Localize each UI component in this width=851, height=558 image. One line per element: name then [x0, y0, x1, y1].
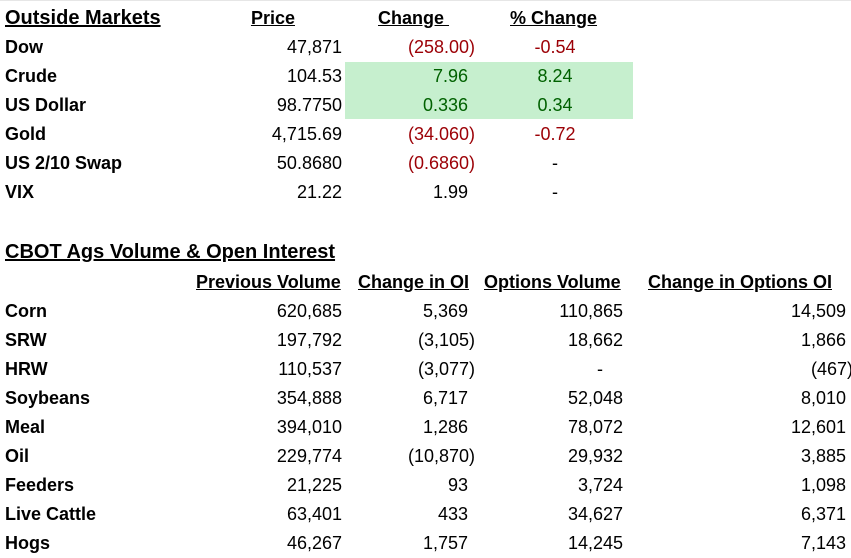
change-options-oi-cell: (467) — [810, 359, 851, 379]
options-volume-cell: 78,072 — [567, 417, 623, 437]
cbot-title: CBOT Ags Volume & Open Interest — [5, 241, 336, 263]
options-volume-cell: 18,662 — [567, 330, 623, 350]
commodity-name: Corn — [5, 301, 47, 321]
market-price: 47,871 — [286, 37, 342, 57]
prev-volume-header: Previous Volume — [196, 272, 341, 292]
options-volume-header: Options Volume — [484, 272, 621, 292]
change-oi-cell: 5,369 — [422, 301, 468, 321]
cbot-row-hogs: Hogs 46,267 1,757 14,245 7,143 — [0, 529, 851, 558]
market-name: US Dollar — [5, 95, 87, 115]
options-volume-cell: 110,865 — [559, 301, 623, 321]
cbot-row-soybeans: Soybeans 354,888 6,717 52,048 8,010 — [0, 384, 851, 413]
market-row-crude: Crude 104.53 7.96 8.24 — [0, 62, 851, 91]
commodity-name: Soybeans — [5, 388, 91, 408]
change-oi-cell: (10,870) — [407, 446, 475, 466]
prev-volume-cell: 229,774 — [276, 446, 342, 466]
prev-volume-cell: 46,267 — [286, 533, 342, 553]
change-options-oi-cell: 7,143 — [800, 533, 846, 553]
market-change: 7.96 — [432, 66, 468, 86]
cbot-row-hrw: HRW 110,537 (3,077) - (467) — [0, 355, 851, 384]
options-volume-cell: 29,932 — [567, 446, 623, 466]
commodity-name: SRW — [5, 330, 47, 350]
change-options-oi-cell: 8,010 — [800, 388, 846, 408]
commodity-name: Oil — [5, 446, 30, 466]
prev-volume-cell: 63,401 — [286, 504, 342, 524]
prev-volume-cell: 620,685 — [276, 301, 342, 321]
change-oi-cell: 1,757 — [422, 533, 468, 553]
prev-volume-cell: 21,225 — [286, 475, 342, 495]
market-price: 50.8680 — [276, 153, 342, 173]
change-oi-cell: 433 — [437, 504, 468, 524]
market-price: 21.22 — [296, 182, 342, 202]
change-oi-header: Change in OI — [358, 272, 470, 292]
outside-markets-header-row: Outside Markets Price Change % Change — [0, 4, 851, 33]
commodity-name: Meal — [5, 417, 46, 437]
change-options-oi-header: Change in Options OI — [648, 272, 832, 292]
grid-line — [0, 0, 851, 1]
options-volume-cell: 3,724 — [577, 475, 623, 495]
market-change: 0.336 — [422, 95, 468, 115]
options-volume-cell: 34,627 — [567, 504, 623, 524]
market-pct: 8.24 — [537, 66, 573, 86]
options-volume-cell: - — [597, 359, 603, 379]
market-name: Crude — [5, 66, 58, 86]
change-oi-cell: 1,286 — [422, 417, 468, 437]
pct-change-header: % Change — [510, 8, 598, 28]
commodity-name: Live Cattle — [5, 504, 97, 524]
cbot-row-oil: Oil 229,774 (10,870) 29,932 3,885 — [0, 442, 851, 471]
market-name: US 2/10 Swap — [5, 153, 123, 173]
change-header: Change — [378, 8, 450, 28]
cbot-header-row: Previous Volume Change in OI Options Vol… — [0, 268, 851, 297]
market-change: 1.99 — [432, 182, 468, 202]
outside-markets-title: Outside Markets — [5, 7, 161, 29]
market-name: Gold — [5, 124, 46, 144]
positive-highlight — [345, 62, 633, 119]
commodity-name: Hogs — [5, 533, 50, 553]
market-pct: - — [552, 153, 558, 173]
market-name: Dow — [5, 37, 43, 57]
market-pct: - — [552, 182, 558, 202]
market-price: 4,715.69 — [271, 124, 342, 144]
commodity-name: Feeders — [5, 475, 75, 495]
cbot-row-live-cattle: Live Cattle 63,401 433 34,627 6,371 — [0, 500, 851, 529]
market-pct: -0.72 — [534, 124, 576, 144]
commodity-name: HRW — [5, 359, 48, 379]
cbot-title-row: CBOT Ags Volume & Open Interest — [0, 238, 851, 267]
market-name: VIX — [5, 182, 35, 202]
market-change: (34.060) — [407, 124, 475, 144]
change-options-oi-cell: 6,371 — [800, 504, 846, 524]
market-change: (258.00) — [407, 37, 475, 57]
change-options-oi-cell: 1,866 — [800, 330, 846, 350]
prev-volume-cell: 197,792 — [276, 330, 342, 350]
market-pct: -0.54 — [534, 37, 576, 57]
market-pct: 0.34 — [537, 95, 573, 115]
market-change: (0.6860) — [407, 153, 475, 173]
cbot-row-meal: Meal 394,010 1,286 78,072 12,601 — [0, 413, 851, 442]
change-options-oi-cell: 1,098 — [800, 475, 846, 495]
cbot-row-srw: SRW 197,792 (3,105) 18,662 1,866 — [0, 326, 851, 355]
market-row-us-dollar: US Dollar 98.7750 0.336 0.34 — [0, 91, 851, 120]
change-oi-cell: (3,077) — [417, 359, 475, 379]
cbot-row-feeders: Feeders 21,225 93 3,724 1,098 — [0, 471, 851, 500]
options-volume-cell: 52,048 — [567, 388, 623, 408]
change-oi-cell: (3,105) — [417, 330, 475, 350]
prev-volume-cell: 110,537 — [278, 359, 342, 379]
change-options-oi-cell: 14,509 — [790, 301, 846, 321]
change-options-oi-cell: 12,601 — [790, 417, 846, 437]
change-oi-cell: 6,717 — [422, 388, 468, 408]
price-header: Price — [250, 8, 295, 28]
cbot-row-corn: Corn 620,685 5,369 110,865 14,509 — [0, 297, 851, 326]
prev-volume-cell: 354,888 — [276, 388, 342, 408]
market-price: 98.7750 — [276, 95, 342, 115]
market-price: 104.53 — [286, 66, 342, 86]
market-row-vix: VIX 21.22 1.99 - — [0, 178, 851, 207]
options-volume-cell: 14,245 — [567, 533, 623, 553]
market-row-us-2-10-swap: US 2/10 Swap 50.8680 (0.6860) - — [0, 149, 851, 178]
change-options-oi-cell: 3,885 — [800, 446, 846, 466]
change-oi-cell: 93 — [447, 475, 468, 495]
market-row-dow: Dow 47,871 (258.00) -0.54 — [0, 33, 851, 62]
market-row-gold: Gold 4,715.69 (34.060) -0.72 — [0, 120, 851, 149]
prev-volume-cell: 394,010 — [276, 417, 342, 437]
